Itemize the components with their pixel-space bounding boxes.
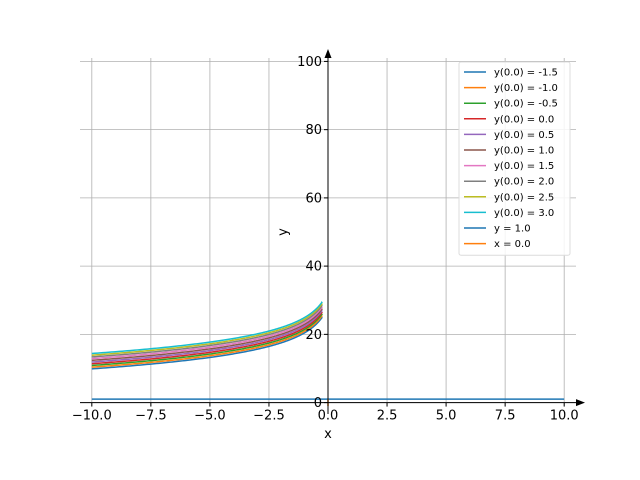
legend-label-8: y(0.0) = 2.5	[494, 192, 554, 203]
legend-label-11: x = 0.0	[494, 239, 531, 250]
y-ticks: 0 20 40 60 80 100	[297, 55, 328, 411]
x-tick-label-2: −5.0	[194, 409, 226, 424]
series-line-1	[91, 314, 323, 368]
legend-label-5: y(0.0) = 1.0	[494, 146, 554, 157]
legend-label-2: y(0.0) = -0.5	[494, 99, 558, 110]
x-axis-arrow-icon	[576, 399, 585, 407]
y-tick-label-3: 60	[305, 191, 322, 206]
series-line-7	[91, 304, 323, 358]
x-tick-label-6: 5.0	[436, 409, 457, 424]
x-tick-label-1: −7.5	[135, 409, 167, 424]
x-tick-label-7: 7.5	[495, 409, 516, 424]
solution-curves	[91, 301, 323, 370]
x-tick-label-4: 0.0	[318, 409, 339, 424]
series-line-0	[91, 316, 323, 370]
x-axis-label: x	[324, 427, 332, 442]
axes	[80, 49, 585, 414]
x-ticks: −10.0 −7.5 −5.0 −2.5 0.0 2.5 5.0 7.5 10.0	[72, 402, 579, 424]
x-tick-label-0: −10.0	[72, 409, 112, 424]
series-line-8	[91, 302, 323, 356]
legend-label-7: y(0.0) = 2.0	[494, 177, 554, 188]
legend-label-6: y(0.0) = 1.5	[494, 161, 554, 172]
legend-label-0: y(0.0) = -1.5	[494, 68, 558, 79]
y-tick-label-0: 0	[314, 396, 322, 411]
x-tick-label-5: 2.5	[377, 409, 398, 424]
y-tick-label-5: 100	[297, 55, 322, 70]
y-axis-label: y	[276, 228, 291, 236]
x-tick-label-8: 10.0	[550, 409, 579, 424]
legend-label-1: y(0.0) = -1.0	[494, 83, 558, 94]
y-tick-label-1: 20	[305, 328, 322, 343]
y-tick-label-2: 40	[305, 260, 322, 275]
series-line-3	[91, 311, 323, 365]
series-line-2	[91, 313, 323, 367]
x-tick-label-3: −2.5	[253, 409, 285, 424]
series-line-6	[91, 306, 323, 360]
legend-label-9: y(0.0) = 3.0	[494, 208, 554, 219]
legend-label-10: y = 1.0	[494, 224, 531, 235]
y-tick-label-4: 80	[305, 123, 322, 138]
legend: y(0.0) = -1.5 y(0.0) = -1.0 y(0.0) = -0.5 y…	[458, 61, 571, 256]
series-line-9	[91, 301, 323, 355]
series-line-4	[91, 309, 323, 363]
series-line-5	[91, 308, 323, 362]
y-axis-arrow-icon	[324, 49, 332, 58]
legend-label-4: y(0.0) = 0.5	[494, 130, 554, 141]
legend-box	[458, 61, 571, 256]
legend-label-3: y(0.0) = 0.0	[494, 114, 554, 125]
